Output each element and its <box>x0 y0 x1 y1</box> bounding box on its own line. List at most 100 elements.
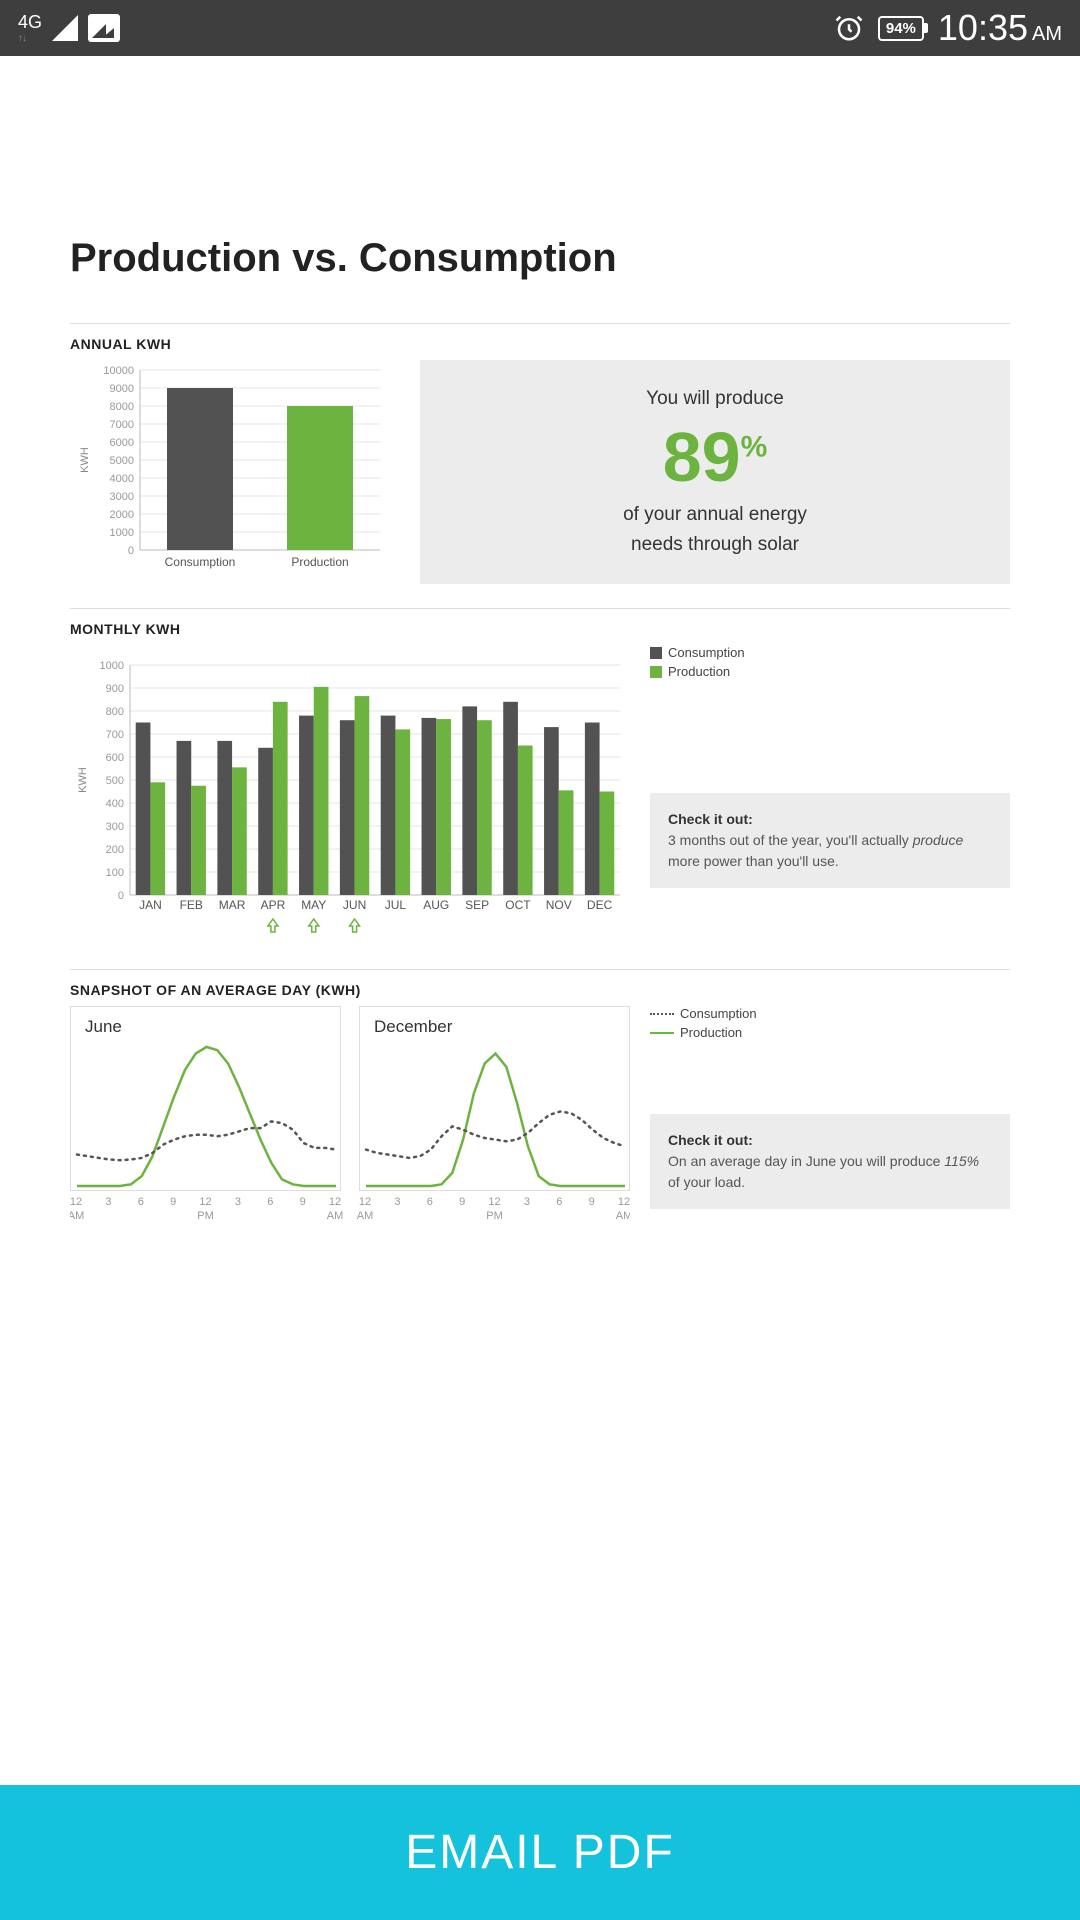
svg-text:AM: AM <box>357 1210 374 1222</box>
svg-text:DEC: DEC <box>587 898 613 912</box>
svg-text:3: 3 <box>235 1196 241 1208</box>
snapshot-panel: December <box>359 1006 630 1191</box>
monthly-side: Consumption Production Check it out: 3 mo… <box>650 645 1010 888</box>
network-label: 4G <box>18 12 42 32</box>
svg-text:9: 9 <box>170 1196 176 1208</box>
monthly-chart: 01002003004005006007008009001000KWHJANFE… <box>70 645 630 945</box>
summary-line2: of your annual energy <box>623 504 807 526</box>
legend-line-sample <box>650 1013 674 1015</box>
legend-line-sample <box>650 1032 674 1034</box>
monthly-row: 01002003004005006007008009001000KWHJANFE… <box>70 645 1010 945</box>
svg-text:4000: 4000 <box>110 473 134 485</box>
battery-badge: 94% <box>878 16 924 41</box>
svg-text:9: 9 <box>459 1196 465 1208</box>
svg-text:PM: PM <box>486 1210 503 1222</box>
summary-percent: 89% <box>663 422 768 492</box>
svg-text:PM: PM <box>197 1210 214 1222</box>
snapshot-row: JuneDecember 12AM36912PM36912AM12AM36912… <box>70 1006 1010 1227</box>
checkbox-title: Check it out: <box>668 1132 753 1148</box>
signal-icon: 2 <box>52 15 78 41</box>
svg-text:6: 6 <box>427 1196 433 1208</box>
legend-label: Production <box>668 664 730 679</box>
svg-text:Production: Production <box>291 555 348 569</box>
svg-text:12: 12 <box>618 1196 630 1208</box>
network-indicator: 4G ↑↓ <box>18 13 42 44</box>
svg-text:Consumption: Consumption <box>165 555 236 569</box>
legend-swatch <box>650 666 662 678</box>
svg-text:SEP: SEP <box>465 898 489 912</box>
page-title: Production vs. Consumption <box>70 236 1010 281</box>
snapshot-side: Consumption Production Check it out: On a… <box>650 1006 1010 1209</box>
svg-text:NOV: NOV <box>546 898 572 912</box>
legend-label: Production <box>680 1025 742 1040</box>
svg-text:5000: 5000 <box>110 455 134 467</box>
summary-line3: needs through solar <box>631 534 799 556</box>
svg-text:6: 6 <box>267 1196 273 1208</box>
snapshot-legend: Consumption Production <box>650 1006 1010 1044</box>
time-ampm: AM <box>1032 23 1062 45</box>
legend-item: Consumption <box>650 645 1010 660</box>
svg-text:0: 0 <box>128 545 134 557</box>
summary-line1: You will produce <box>646 388 784 410</box>
annual-summary-box: You will produce 89% of your annual ener… <box>420 360 1010 584</box>
email-pdf-button[interactable]: EMAIL PDF <box>0 1785 1080 1920</box>
legend-item: Production <box>650 664 1010 679</box>
svg-text:9: 9 <box>300 1196 306 1208</box>
network-arrows: ↑↓ <box>18 33 42 44</box>
svg-text:6: 6 <box>556 1196 562 1208</box>
divider <box>70 608 1010 609</box>
svg-text:AM: AM <box>70 1210 84 1222</box>
legend-item: Production <box>650 1025 1010 1040</box>
svg-text:6000: 6000 <box>110 437 134 449</box>
svg-text:400: 400 <box>106 798 124 810</box>
svg-text:12: 12 <box>199 1196 211 1208</box>
alarm-icon <box>834 13 864 43</box>
svg-text:KWH: KWH <box>77 767 89 793</box>
svg-text:3: 3 <box>105 1196 111 1208</box>
panel-title: June <box>85 1017 122 1037</box>
monthly-check-box: Check it out: 3 months out of the year, … <box>650 793 1010 888</box>
svg-text:12: 12 <box>359 1196 371 1208</box>
legend-label: Consumption <box>680 1006 757 1021</box>
snapshot-charts-col: JuneDecember 12AM36912PM36912AM12AM36912… <box>70 1006 630 1227</box>
svg-text:600: 600 <box>106 752 124 764</box>
svg-text:500: 500 <box>106 775 124 787</box>
svg-text:OCT: OCT <box>505 898 531 912</box>
legend-label: Consumption <box>668 645 745 660</box>
svg-text:3: 3 <box>524 1196 530 1208</box>
annual-section-label: ANNUAL KWH <box>70 336 1010 352</box>
snapshot-check-box: Check it out: On an average day in June … <box>650 1114 1010 1209</box>
svg-text:7000: 7000 <box>110 419 134 431</box>
snapshot-charts: June December <box>70 1006 630 1191</box>
svg-text:AM: AM <box>327 1210 344 1222</box>
svg-text:3: 3 <box>394 1196 400 1208</box>
snapshot-section-label: SNAPSHOT OF AN AVERAGE DAY (KWH) <box>70 982 1010 998</box>
status-right: 94% 10:35AM <box>834 7 1062 49</box>
svg-text:9000: 9000 <box>110 383 134 395</box>
svg-text:0: 0 <box>118 890 124 902</box>
svg-text:JAN: JAN <box>139 898 162 912</box>
monthly-section-label: MONTHLY KWH <box>70 621 1010 637</box>
svg-text:2000: 2000 <box>110 509 134 521</box>
panel-title: December <box>374 1017 452 1037</box>
svg-text:MAY: MAY <box>301 898 326 912</box>
picture-icon <box>88 14 120 42</box>
svg-text:KWH: KWH <box>79 447 91 473</box>
svg-text:1000: 1000 <box>100 660 124 672</box>
svg-text:AM: AM <box>616 1210 630 1222</box>
annual-row: 0100020003000400050006000700080009000100… <box>70 360 1010 584</box>
svg-text:9: 9 <box>589 1196 595 1208</box>
svg-text:6: 6 <box>138 1196 144 1208</box>
svg-text:12: 12 <box>70 1196 82 1208</box>
divider <box>70 969 1010 970</box>
checkbox-title: Check it out: <box>668 811 753 827</box>
svg-text:JUL: JUL <box>385 898 407 912</box>
monthly-legend: Consumption Production <box>650 645 1010 683</box>
svg-text:700: 700 <box>106 729 124 741</box>
svg-text:1000: 1000 <box>110 527 134 539</box>
svg-text:3000: 3000 <box>110 491 134 503</box>
svg-text:300: 300 <box>106 821 124 833</box>
svg-text:800: 800 <box>106 706 124 718</box>
svg-text:JUN: JUN <box>343 898 366 912</box>
legend-item: Consumption <box>650 1006 1010 1021</box>
